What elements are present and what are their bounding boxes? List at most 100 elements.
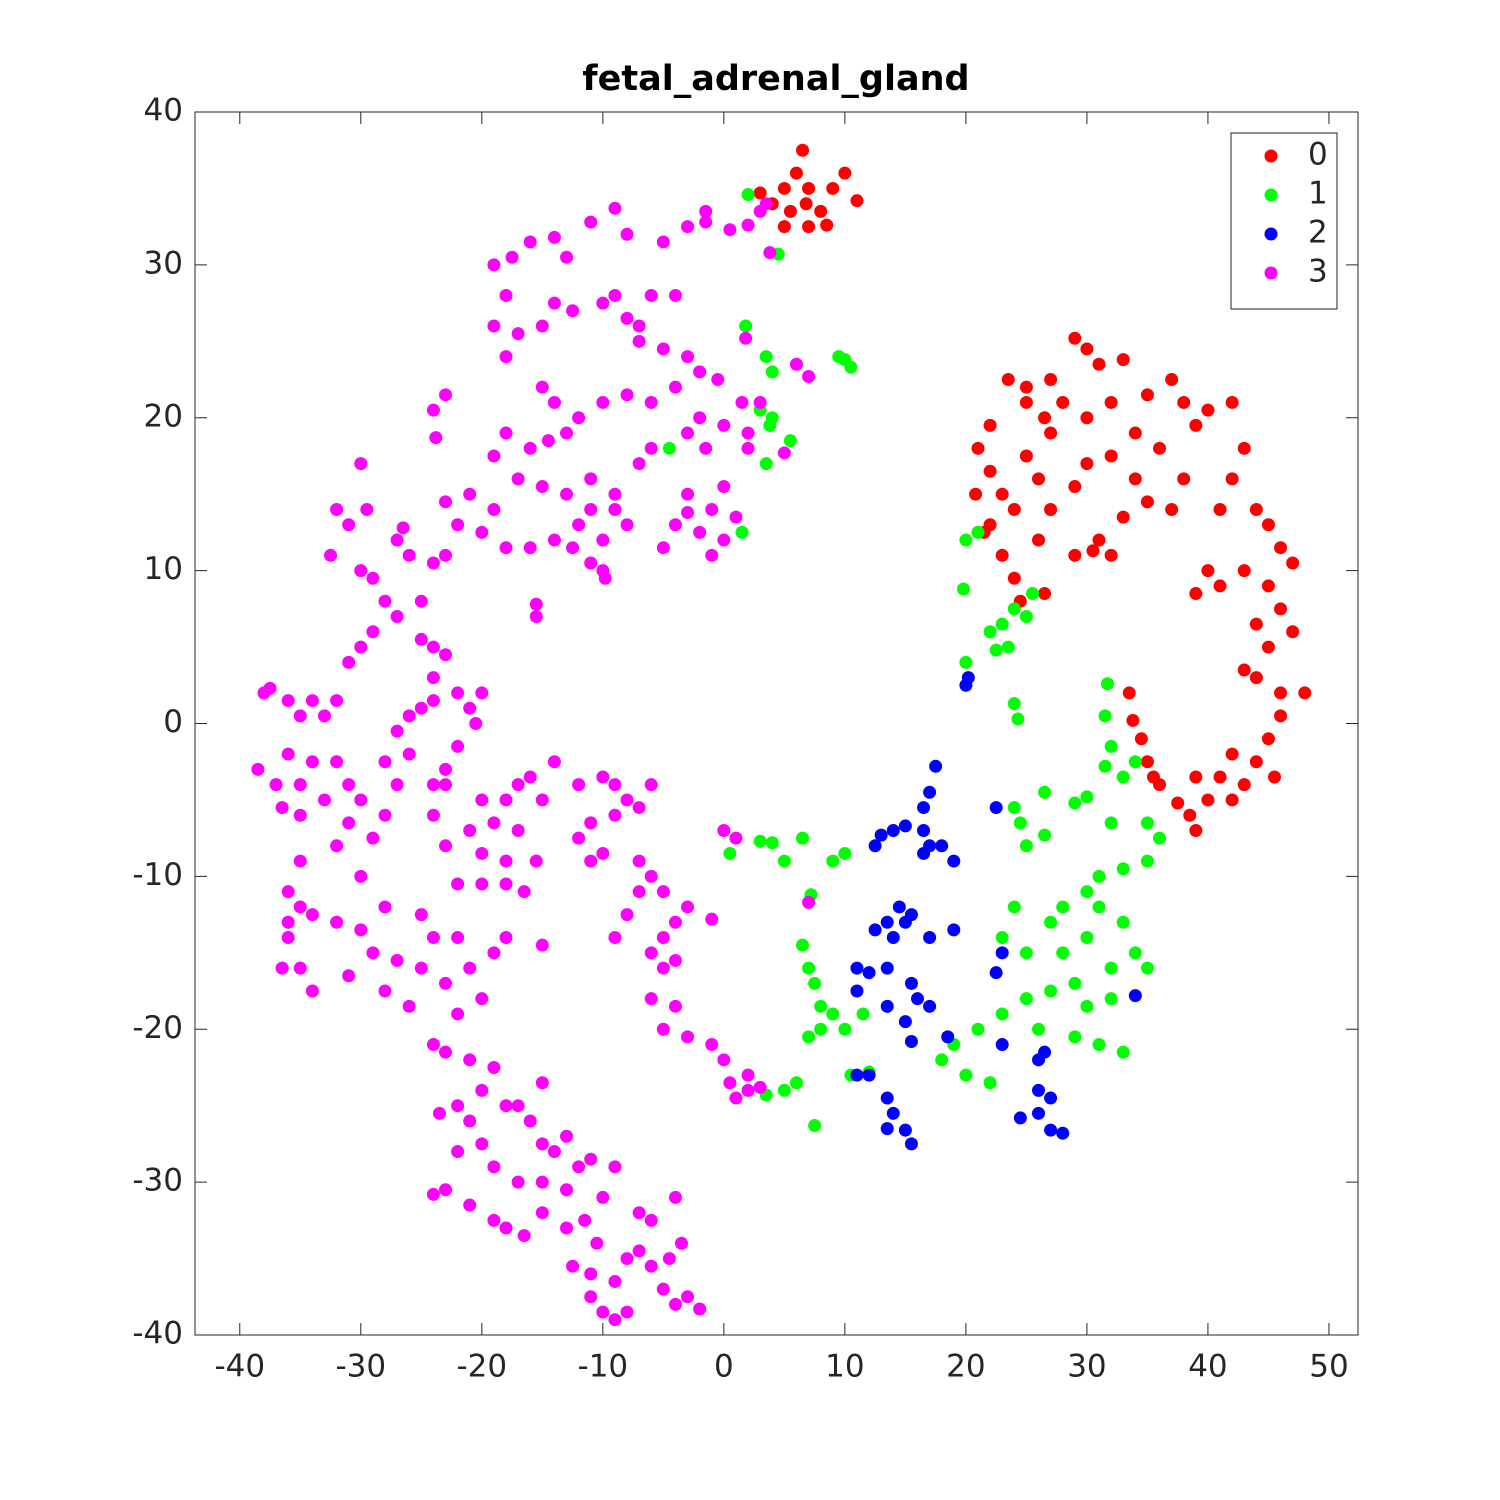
scatter-point xyxy=(414,701,428,715)
scatter-point xyxy=(862,1068,876,1082)
y-tick-label: 20 xyxy=(144,398,183,434)
scatter-point xyxy=(1080,411,1094,425)
x-tick-label: -10 xyxy=(578,1349,629,1385)
scatter-point xyxy=(741,426,755,440)
scatter-point xyxy=(511,1175,525,1189)
scatter-point xyxy=(681,1030,695,1044)
scatter-point xyxy=(1140,854,1154,868)
scatter-point xyxy=(668,380,682,394)
scatter-point xyxy=(644,441,658,455)
scatter-point xyxy=(644,395,658,409)
scatter-point xyxy=(584,1267,598,1281)
scatter-point xyxy=(596,296,610,310)
scatter-point xyxy=(529,609,543,623)
scatter-point xyxy=(656,1282,670,1296)
scatter-point xyxy=(699,441,713,455)
scatter-point xyxy=(1044,502,1058,516)
scatter-point xyxy=(293,778,307,792)
scatter-point xyxy=(499,931,513,945)
scatter-point xyxy=(1007,602,1021,616)
scatter-point xyxy=(1038,828,1052,842)
scatter-point xyxy=(281,931,295,945)
scatter-point xyxy=(584,472,598,486)
x-tick-label: 40 xyxy=(1188,1349,1227,1385)
scatter-point xyxy=(451,877,465,891)
scatter-point xyxy=(499,854,513,868)
scatter-point xyxy=(741,188,755,202)
scatter-point xyxy=(475,1137,489,1151)
scatter-point xyxy=(414,908,428,922)
scatter-point xyxy=(1019,839,1033,853)
scatter-point xyxy=(1274,686,1288,700)
scatter-point xyxy=(414,632,428,646)
scatter-point xyxy=(705,502,719,516)
scatter-point xyxy=(560,426,574,440)
scatter-point xyxy=(1286,625,1300,639)
scatter-point xyxy=(560,1183,574,1197)
scatter-point xyxy=(826,1007,840,1021)
scatter-point xyxy=(560,1221,574,1235)
scatter-point xyxy=(777,854,791,868)
scatter-point xyxy=(808,1119,822,1133)
scatter-point xyxy=(578,1213,592,1227)
scatter-point xyxy=(1104,449,1118,463)
scatter-point xyxy=(802,220,816,234)
scatter-point xyxy=(1225,747,1239,761)
plot-marks xyxy=(251,143,1312,1327)
scatter-point xyxy=(1044,373,1058,387)
scatter-point xyxy=(971,525,985,539)
scatter-point xyxy=(898,1123,912,1137)
scatter-point xyxy=(802,1030,816,1044)
scatter-point xyxy=(832,350,846,364)
scatter-point xyxy=(511,472,525,486)
scatter-point xyxy=(1080,885,1094,899)
scatter-point xyxy=(1011,712,1025,726)
scatter-point xyxy=(783,204,797,218)
scatter-point xyxy=(439,495,453,509)
scatter-point xyxy=(777,181,791,195)
scatter-point xyxy=(1189,824,1203,838)
scatter-point xyxy=(717,824,731,838)
scatter-point xyxy=(566,304,580,318)
scatter-point xyxy=(1298,686,1312,700)
scatter-point xyxy=(1032,1053,1046,1067)
scatter-point xyxy=(451,1099,465,1113)
scatter-point xyxy=(608,201,622,215)
scatter-point xyxy=(705,1038,719,1052)
scatter-point xyxy=(947,923,961,937)
scatter-point xyxy=(995,931,1009,945)
scatter-point xyxy=(547,1145,561,1159)
scatter-point xyxy=(850,194,864,208)
scatter-point xyxy=(995,1007,1009,1021)
scatter-point xyxy=(317,793,331,807)
scatter-point xyxy=(529,854,543,868)
scatter-point xyxy=(281,694,295,708)
scatter-point xyxy=(360,502,374,516)
scatter-point xyxy=(426,694,440,708)
scatter-point xyxy=(644,869,658,883)
scatter-point xyxy=(572,518,586,532)
scatter-point xyxy=(1019,992,1033,1006)
scatter-point xyxy=(644,992,658,1006)
scatter-point xyxy=(426,808,440,822)
scatter-point xyxy=(1013,816,1027,830)
scatter-point xyxy=(668,953,682,967)
scatter-point xyxy=(1019,395,1033,409)
scatter-point xyxy=(989,801,1003,815)
scatter-point xyxy=(917,801,931,815)
scatter-point xyxy=(390,953,404,967)
scatter-point xyxy=(342,969,356,983)
scatter-point xyxy=(584,556,598,570)
scatter-point xyxy=(547,755,561,769)
scatter-point xyxy=(739,331,753,345)
scatter-point xyxy=(541,434,555,448)
scatter-point xyxy=(293,709,307,723)
scatter-point xyxy=(596,533,610,547)
scatter-point xyxy=(1038,411,1052,425)
scatter-point xyxy=(904,976,918,990)
scatter-point xyxy=(378,808,392,822)
scatter-point xyxy=(1032,1083,1046,1097)
scatter-point xyxy=(1134,732,1148,746)
scatter-point xyxy=(1201,793,1215,807)
scatter-point xyxy=(1128,472,1142,486)
